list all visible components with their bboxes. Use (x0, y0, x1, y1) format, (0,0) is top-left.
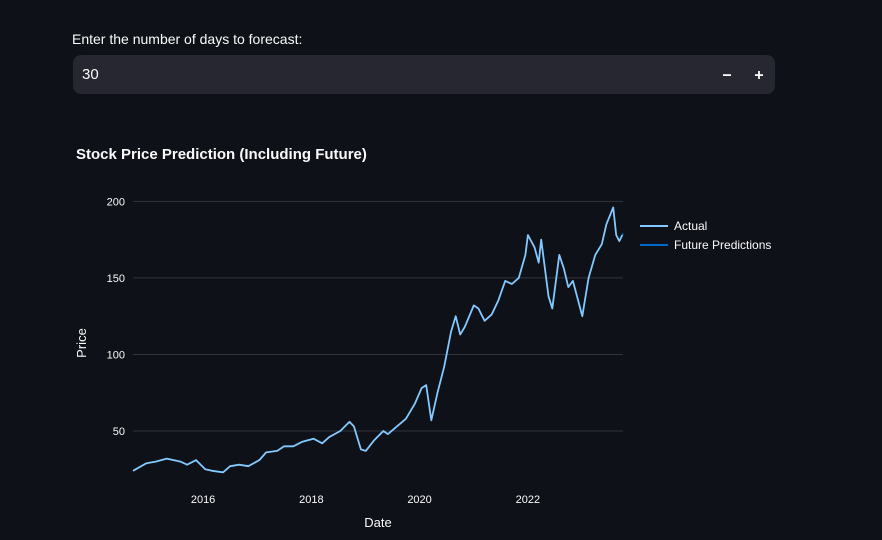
x-tick-label: 2020 (407, 494, 431, 506)
forecast-days-value[interactable]: 30 (82, 66, 99, 83)
plus-icon (755, 70, 763, 79)
x-tick-label: 2016 (191, 494, 215, 506)
forecast-days-input[interactable]: 30 (73, 55, 775, 94)
series-line-1[interactable] (621, 233, 624, 236)
legend-label-1[interactable]: Future Predictions (674, 238, 771, 252)
legend-label-0[interactable]: Actual (674, 219, 707, 233)
decrement-button[interactable] (711, 55, 743, 94)
y-axis-title: Price (74, 328, 89, 358)
y-tick-label: 50 (113, 426, 125, 438)
series-line-0[interactable] (132, 206, 624, 474)
x-tick-label: 2022 (516, 494, 540, 506)
x-tick-label: 2018 (299, 494, 323, 506)
y-tick-label: 150 (107, 273, 125, 285)
chart-title: Stock Price Prediction (Including Future… (76, 146, 367, 163)
minus-icon (723, 73, 731, 76)
forecast-days-label: Enter the number of days to forecast: (72, 31, 303, 47)
increment-button[interactable] (743, 55, 775, 94)
y-tick-label: 100 (107, 349, 125, 361)
y-tick-label: 200 (107, 196, 125, 208)
x-axis-title: Date (364, 515, 391, 530)
